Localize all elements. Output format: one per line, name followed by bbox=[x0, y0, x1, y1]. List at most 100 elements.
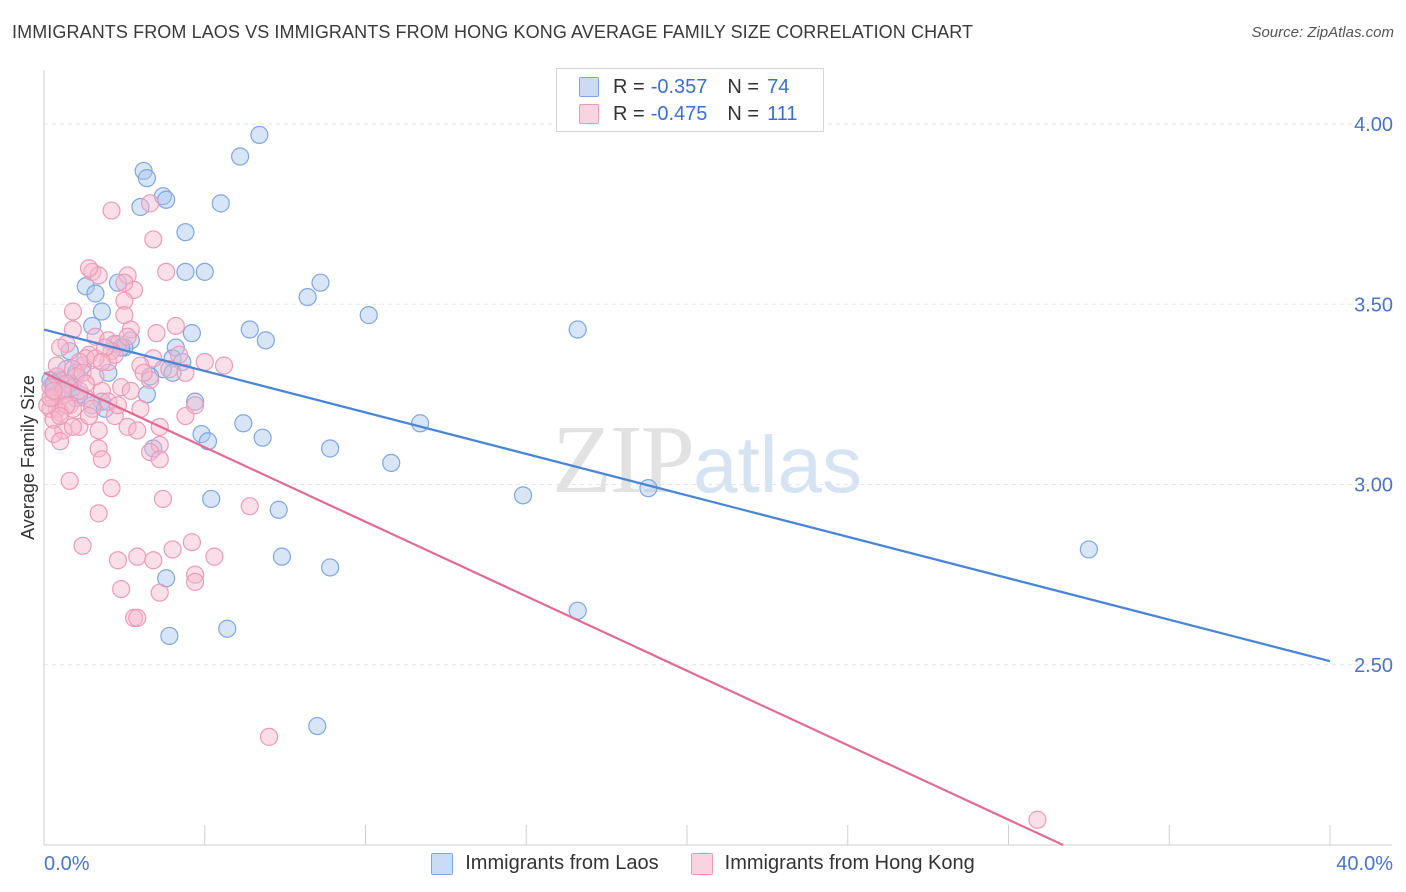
hong-kong-point bbox=[205, 547, 224, 566]
laos-point bbox=[86, 284, 105, 303]
hong-kong-point bbox=[150, 450, 169, 469]
hong-kong-point bbox=[240, 497, 259, 516]
laos-point bbox=[308, 716, 327, 736]
y-tick-label: 3.50 bbox=[1354, 294, 1393, 316]
hong-kong-point bbox=[63, 417, 83, 436]
laos-point bbox=[321, 439, 340, 458]
hong-kong-point bbox=[140, 370, 160, 390]
hong-kong-point bbox=[79, 406, 99, 426]
source-label: Source: ZipAtlas.com bbox=[1251, 24, 1394, 41]
laos-point bbox=[202, 489, 221, 509]
laos-point bbox=[250, 125, 269, 144]
legend-swatch-hong-kong bbox=[579, 104, 599, 124]
hong-kong-point bbox=[79, 259, 99, 278]
hong-kong-point bbox=[150, 583, 169, 602]
legend-item-hong-kong[interactable]: Immigrants from Hong Kong bbox=[690, 852, 975, 875]
laos-point bbox=[137, 169, 156, 188]
y-tick-label: 3.00 bbox=[1354, 475, 1393, 497]
hong-kong-point bbox=[89, 421, 108, 440]
laos-point bbox=[211, 194, 230, 213]
x-tick-label: 0.0% bbox=[44, 853, 90, 875]
legend-n-label: N = bbox=[727, 75, 760, 98]
hong-kong-point bbox=[163, 540, 182, 559]
hong-kong-point bbox=[259, 727, 279, 746]
laos-point bbox=[1079, 540, 1098, 559]
hong-kong-point bbox=[153, 489, 173, 509]
legend-item-laos[interactable]: Immigrants from Laos bbox=[431, 852, 659, 875]
watermark-atlas: atlas bbox=[693, 420, 862, 509]
hong-kong-point bbox=[134, 363, 153, 382]
legend-r-value: -0.475 bbox=[650, 102, 708, 125]
hong-kong-point bbox=[150, 435, 169, 454]
laos-point bbox=[182, 324, 201, 343]
hong-kong-point bbox=[73, 536, 92, 555]
hong-kong-point bbox=[60, 471, 79, 491]
laos-point bbox=[176, 223, 195, 242]
laos-point bbox=[131, 197, 150, 217]
axes bbox=[43, 70, 1392, 846]
hong-kong-point bbox=[182, 533, 201, 552]
laos-point bbox=[311, 273, 330, 292]
hong-kong-point bbox=[63, 302, 83, 321]
hong-kong-point bbox=[214, 356, 234, 375]
hong-kong-point bbox=[186, 565, 205, 584]
hong-kong-point bbox=[118, 327, 137, 346]
watermark: ZIPatlas bbox=[552, 404, 862, 516]
hong-kong-point bbox=[115, 291, 134, 310]
hong-kong-point bbox=[57, 396, 76, 415]
laos-point bbox=[240, 320, 259, 339]
laos-point bbox=[321, 558, 340, 577]
laos-point bbox=[382, 453, 401, 473]
legend-label-laos: Immigrants from Laos bbox=[465, 852, 659, 874]
legend-r-label: R = bbox=[613, 75, 645, 98]
laos-point bbox=[92, 302, 111, 321]
stats-legend: R = -0.357 N = 74 R = -0.475 N = 111 bbox=[556, 68, 824, 132]
laos-point bbox=[157, 190, 176, 209]
y-axis-title: Average Family Size bbox=[18, 375, 38, 540]
legend-swatch-hong-kong bbox=[690, 852, 713, 875]
laos-point bbox=[231, 147, 250, 166]
hong-kong-point bbox=[128, 608, 147, 628]
hong-kong-point bbox=[89, 439, 108, 458]
hong-kong-point bbox=[140, 194, 160, 213]
legend-swatch-laos bbox=[579, 77, 599, 97]
hong-kong-point bbox=[102, 479, 121, 498]
series-legend: Immigrants from Laos Immigrants from Hon… bbox=[0, 852, 1406, 875]
legend-row-laos: R = -0.357 N = 74 bbox=[579, 75, 789, 99]
hong-kong-point bbox=[1028, 810, 1047, 829]
laos-point bbox=[234, 414, 253, 433]
legend-n-value: 111 bbox=[767, 102, 798, 125]
hong-kong-point bbox=[157, 262, 176, 281]
chart-title: IMMIGRANTS FROM LAOS VS IMMIGRANTS FROM … bbox=[12, 22, 974, 42]
hong-kong-point bbox=[115, 273, 134, 292]
series-hong-kong bbox=[38, 194, 1047, 829]
hong-kong-point bbox=[50, 432, 70, 451]
laos-point bbox=[269, 500, 288, 519]
legend-row-hong-kong: R = -0.475 N = 111 bbox=[579, 102, 798, 126]
hong-kong-point bbox=[44, 381, 63, 400]
trend-lines bbox=[43, 328, 1331, 846]
hong-kong-point bbox=[50, 406, 70, 426]
hong-kong-point bbox=[128, 547, 147, 566]
hong-kong-point bbox=[140, 442, 160, 462]
legend-swatch-laos bbox=[431, 852, 454, 875]
trend-line-laos bbox=[43, 328, 1331, 663]
laos-point bbox=[513, 486, 533, 505]
hong-kong-point bbox=[102, 201, 121, 220]
hong-kong-point bbox=[112, 378, 131, 397]
laos-point bbox=[108, 273, 128, 292]
axis-labels: 2.50 3.00 3.50 4.00 0.0% 40.0% Average Family … bbox=[18, 114, 1393, 875]
hong-kong-point bbox=[128, 421, 147, 440]
laos-point bbox=[256, 331, 275, 350]
hong-kong-point bbox=[47, 356, 66, 375]
laos-point bbox=[195, 262, 214, 281]
laos-point bbox=[83, 316, 102, 336]
laos-point bbox=[192, 424, 211, 444]
hong-kong-point bbox=[144, 230, 163, 249]
hong-kong-point bbox=[176, 363, 195, 382]
hong-kong-point bbox=[108, 551, 128, 570]
trend-line-hong-kong bbox=[43, 371, 1064, 846]
hong-kong-point bbox=[92, 450, 111, 469]
hong-kong-point bbox=[121, 381, 140, 400]
laos-point bbox=[176, 262, 195, 281]
